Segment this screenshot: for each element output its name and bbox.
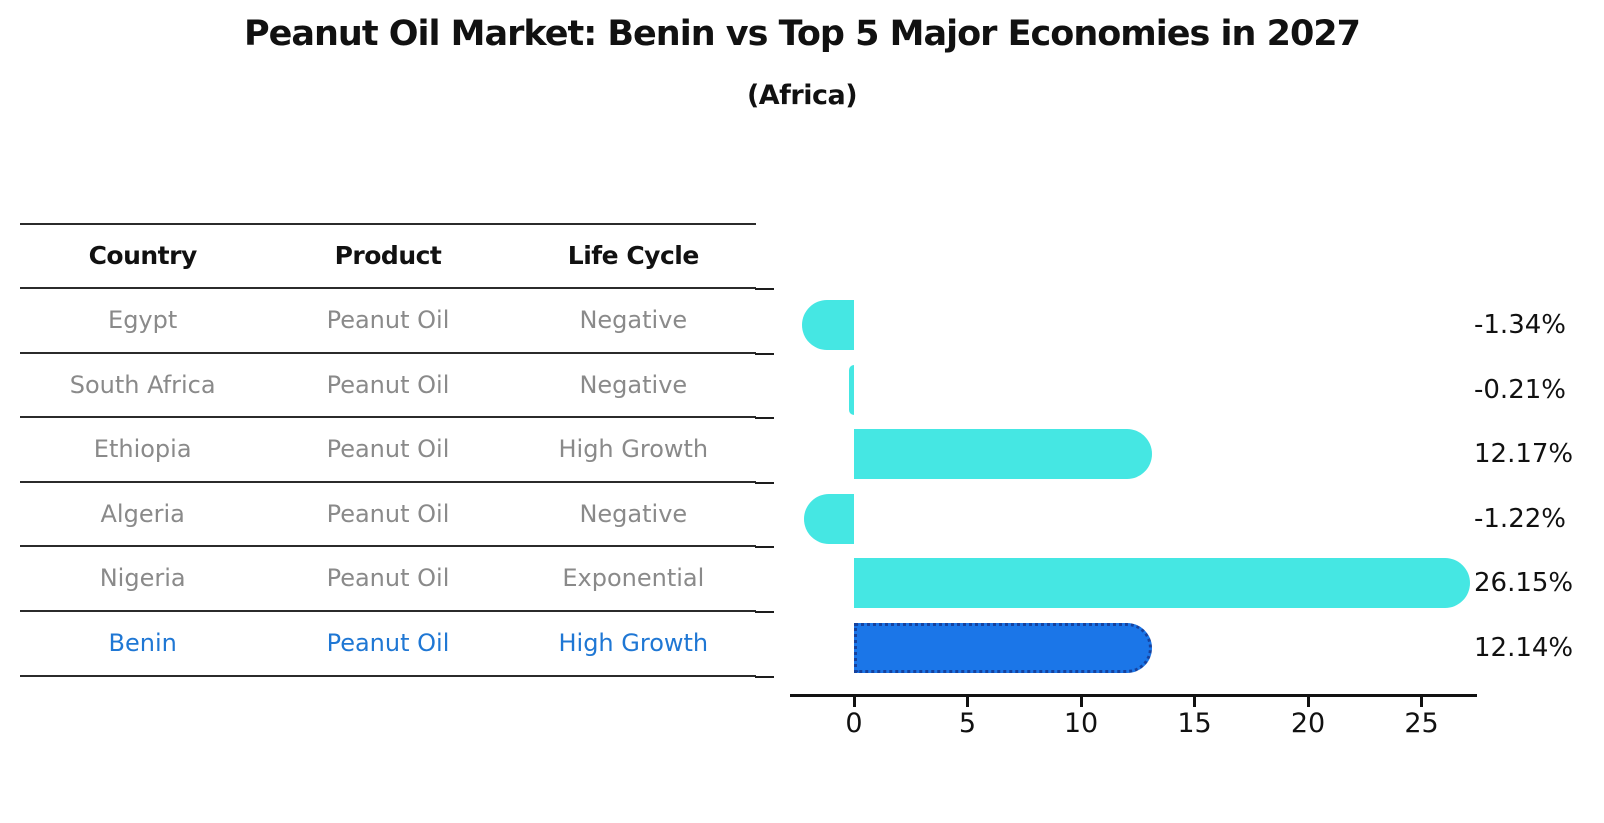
- x-axis-tick: [1306, 697, 1310, 707]
- y-axis-tick: [755, 481, 774, 484]
- table-row: Ethiopia Peanut Oil High Growth: [20, 418, 756, 483]
- cell-country: Nigeria: [99, 564, 186, 593]
- cell-life-cycle: Exponential: [562, 564, 705, 593]
- header-life-cycle: Life Cycle: [567, 241, 700, 270]
- cell-life-cycle: Negative: [579, 499, 688, 528]
- bar-south-africa: [849, 364, 854, 415]
- cell-country: Algeria: [100, 499, 185, 528]
- cell-country: South Africa: [69, 370, 216, 399]
- cell-product: Peanut Oil: [326, 435, 450, 464]
- country-table: Country Product Life Cycle Egypt Peanut …: [20, 223, 756, 677]
- header-product: Product: [334, 241, 442, 270]
- x-axis-tick-label: 20: [1290, 708, 1326, 739]
- bar-value-label: 26.15%: [1474, 568, 1574, 599]
- bar-value-label: -1.22%: [1474, 503, 1566, 534]
- x-axis-tick: [852, 697, 856, 707]
- cell-life-cycle: Negative: [579, 370, 688, 399]
- cell-product: Peanut Oil: [326, 306, 450, 334]
- bar-algeria: [804, 493, 854, 544]
- bar-egypt: [801, 300, 854, 350]
- x-axis-tick-label: 0: [845, 708, 863, 739]
- cell-product: Peanut Oil: [326, 499, 450, 528]
- table-row: Nigeria Peanut Oil Exponential: [20, 547, 756, 612]
- bar-value-label: 12.14%: [1474, 633, 1574, 663]
- bar-ethiopia: [854, 429, 1153, 480]
- bar-value-label: 12.17%: [1474, 439, 1574, 470]
- x-axis-tick-label: 5: [958, 708, 977, 739]
- cell-life-cycle: Negative: [579, 306, 688, 334]
- table-row: Algeria Peanut Oil Negative: [20, 483, 756, 548]
- table-header-row: Country Product Life Cycle: [20, 225, 756, 289]
- cell-product: Peanut Oil: [326, 370, 450, 399]
- cell-product: Peanut Oil: [326, 564, 450, 593]
- cell-country: Benin: [108, 628, 177, 657]
- y-axis-tick: [755, 675, 774, 678]
- y-axis-tick: [755, 611, 774, 613]
- cell-country: Egypt: [108, 306, 178, 334]
- y-axis-tick: [755, 288, 774, 290]
- table-row: South Africa Peanut Oil Negative: [20, 354, 756, 419]
- x-axis-tick: [1420, 697, 1423, 707]
- chart-title: Peanut Oil Market: Benin vs Top 5 Major …: [243, 14, 1361, 54]
- cell-life-cycle: High Growth: [558, 628, 709, 657]
- cell-product: Peanut Oil: [326, 628, 450, 657]
- chart-subtitle: (Africa): [746, 80, 858, 111]
- cell-life-cycle: High Growth: [558, 435, 709, 464]
- cell-country: Ethiopia: [93, 435, 192, 464]
- x-axis-tick: [1193, 697, 1196, 707]
- x-axis-tick-label: 10: [1063, 708, 1099, 739]
- y-axis-tick: [755, 352, 774, 355]
- x-axis-tick: [1079, 697, 1083, 707]
- x-axis-tick-label: 25: [1404, 708, 1439, 739]
- bar-value-label: -1.34%: [1474, 310, 1566, 340]
- x-axis-tick-label: 15: [1177, 708, 1212, 739]
- bar-nigeria: [854, 558, 1470, 609]
- table-row-benin: Benin Peanut Oil High Growth: [20, 612, 756, 677]
- header-country: Country: [88, 241, 198, 270]
- bar-value-label: -0.21%: [1474, 374, 1566, 405]
- x-axis-tick: [966, 697, 969, 707]
- table-row: Egypt Peanut Oil Negative: [20, 289, 756, 354]
- y-axis-tick: [755, 546, 774, 549]
- bar-benin: [854, 623, 1152, 673]
- x-axis-line: [790, 694, 1477, 697]
- y-axis-tick: [755, 417, 774, 420]
